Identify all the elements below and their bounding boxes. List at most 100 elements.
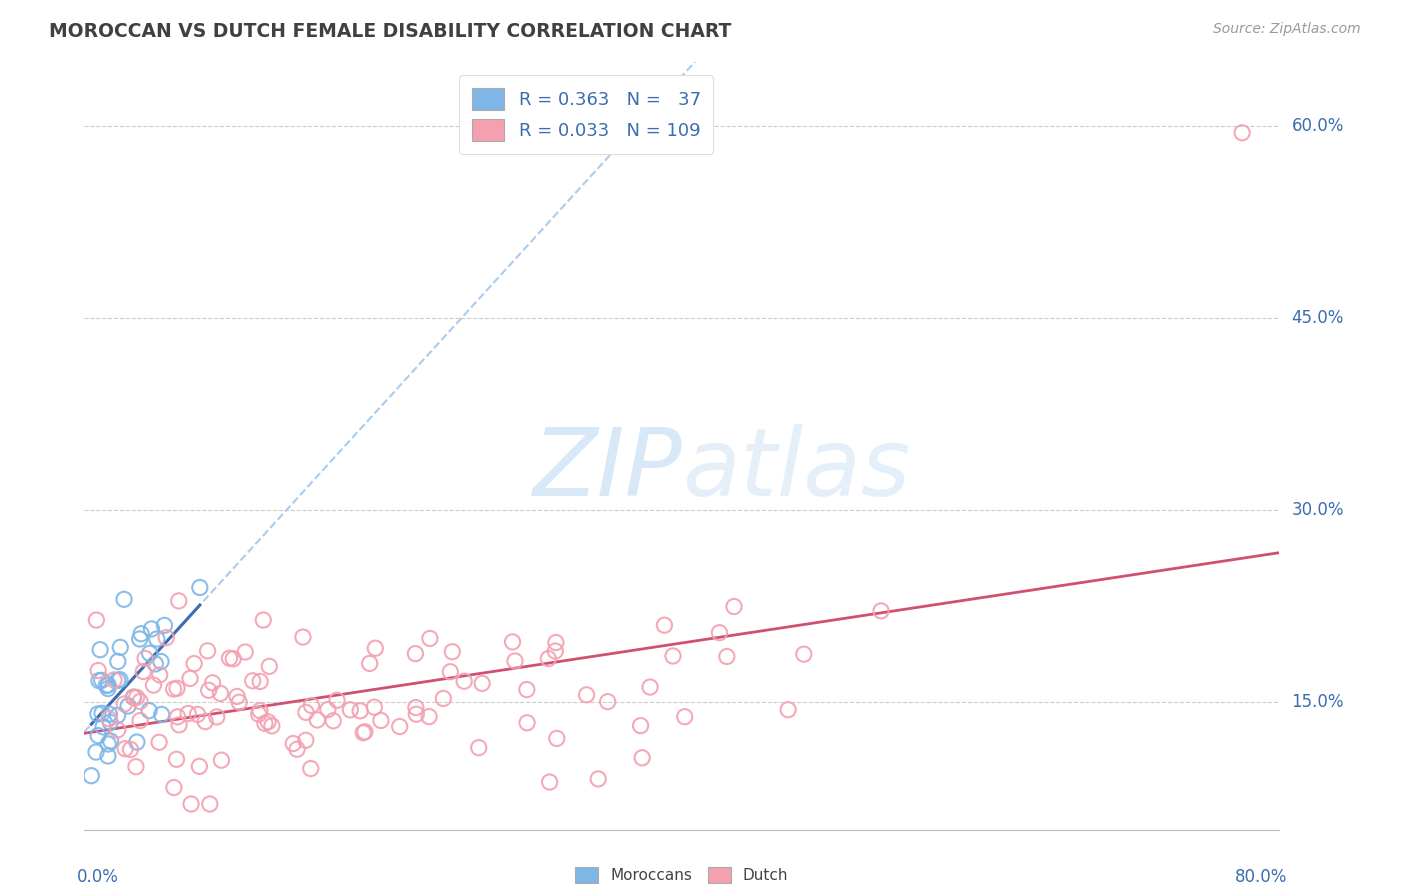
Point bbox=[405, 707, 427, 722]
Point bbox=[98, 707, 121, 722]
Text: Source: ZipAtlas.com: Source: ZipAtlas.com bbox=[1213, 22, 1361, 37]
Point bbox=[143, 657, 166, 671]
Point bbox=[100, 734, 122, 748]
Text: ZIP: ZIP bbox=[533, 424, 682, 515]
Point bbox=[354, 724, 377, 739]
Point bbox=[516, 715, 538, 730]
Point bbox=[301, 698, 323, 713]
Point bbox=[177, 706, 200, 721]
Point bbox=[1230, 126, 1253, 140]
Point bbox=[87, 729, 110, 743]
Text: 30.0%: 30.0% bbox=[1292, 501, 1344, 519]
Point bbox=[307, 713, 329, 727]
Point bbox=[146, 632, 169, 646]
Point bbox=[166, 710, 188, 724]
Point bbox=[419, 632, 441, 646]
Point bbox=[418, 709, 440, 723]
Point bbox=[222, 652, 245, 666]
Point bbox=[294, 733, 316, 747]
Point bbox=[228, 695, 250, 709]
Point bbox=[370, 714, 392, 728]
Point bbox=[112, 697, 135, 711]
Point bbox=[149, 668, 172, 682]
Point bbox=[259, 659, 281, 673]
Point bbox=[252, 613, 274, 627]
Point bbox=[132, 665, 155, 679]
Point bbox=[122, 690, 145, 705]
Point bbox=[166, 681, 188, 696]
Point bbox=[96, 679, 118, 693]
Text: 80.0%: 80.0% bbox=[1234, 868, 1286, 886]
Point bbox=[638, 680, 661, 694]
Point bbox=[86, 613, 108, 627]
Point bbox=[162, 681, 184, 696]
Point bbox=[194, 714, 217, 729]
Point bbox=[201, 675, 224, 690]
Point bbox=[432, 691, 454, 706]
Point bbox=[87, 706, 110, 721]
Point bbox=[441, 645, 464, 659]
Point bbox=[793, 647, 815, 661]
Point bbox=[439, 665, 461, 679]
Point bbox=[167, 718, 190, 732]
Point bbox=[316, 702, 339, 716]
Point bbox=[149, 655, 172, 669]
Point bbox=[87, 673, 110, 688]
Point bbox=[654, 618, 676, 632]
Point bbox=[125, 760, 148, 774]
Point bbox=[537, 651, 560, 665]
Point bbox=[134, 651, 156, 665]
Point bbox=[249, 704, 271, 718]
Point bbox=[283, 737, 305, 751]
Point bbox=[326, 693, 349, 707]
Point bbox=[546, 731, 568, 746]
Point bbox=[107, 673, 129, 688]
Point bbox=[87, 664, 110, 678]
Point bbox=[91, 706, 114, 721]
Point bbox=[468, 740, 491, 755]
Point bbox=[247, 707, 270, 722]
Point bbox=[471, 676, 494, 690]
Point bbox=[188, 581, 211, 595]
Point bbox=[129, 694, 152, 708]
Point bbox=[596, 695, 619, 709]
Point bbox=[209, 753, 232, 767]
Point bbox=[364, 641, 387, 656]
Point bbox=[197, 683, 219, 698]
Point bbox=[97, 681, 120, 696]
Point bbox=[388, 720, 411, 734]
Point bbox=[138, 646, 160, 660]
Point bbox=[544, 644, 567, 658]
Point bbox=[183, 657, 205, 671]
Point bbox=[125, 735, 148, 749]
Point bbox=[138, 704, 160, 718]
Point bbox=[166, 752, 188, 766]
Point bbox=[538, 775, 561, 789]
Point bbox=[91, 720, 114, 734]
Point bbox=[673, 709, 696, 723]
Point bbox=[716, 649, 738, 664]
Point bbox=[291, 630, 314, 644]
Text: 45.0%: 45.0% bbox=[1292, 310, 1344, 327]
Point bbox=[112, 592, 135, 607]
Point bbox=[180, 797, 202, 811]
Point bbox=[129, 714, 152, 728]
Text: 60.0%: 60.0% bbox=[1292, 118, 1344, 136]
Point bbox=[128, 632, 150, 646]
Point bbox=[349, 704, 371, 718]
Point bbox=[97, 737, 120, 751]
Point bbox=[516, 682, 538, 697]
Point bbox=[404, 647, 426, 661]
Point bbox=[107, 723, 129, 737]
Point bbox=[575, 688, 598, 702]
Point bbox=[141, 622, 163, 636]
Point bbox=[129, 626, 152, 640]
Point bbox=[253, 716, 276, 731]
Text: 15.0%: 15.0% bbox=[1292, 693, 1344, 711]
Point bbox=[186, 707, 208, 722]
Point bbox=[544, 635, 567, 649]
Point bbox=[155, 631, 177, 645]
Point bbox=[631, 751, 654, 765]
Point bbox=[197, 644, 219, 658]
Point bbox=[870, 604, 893, 618]
